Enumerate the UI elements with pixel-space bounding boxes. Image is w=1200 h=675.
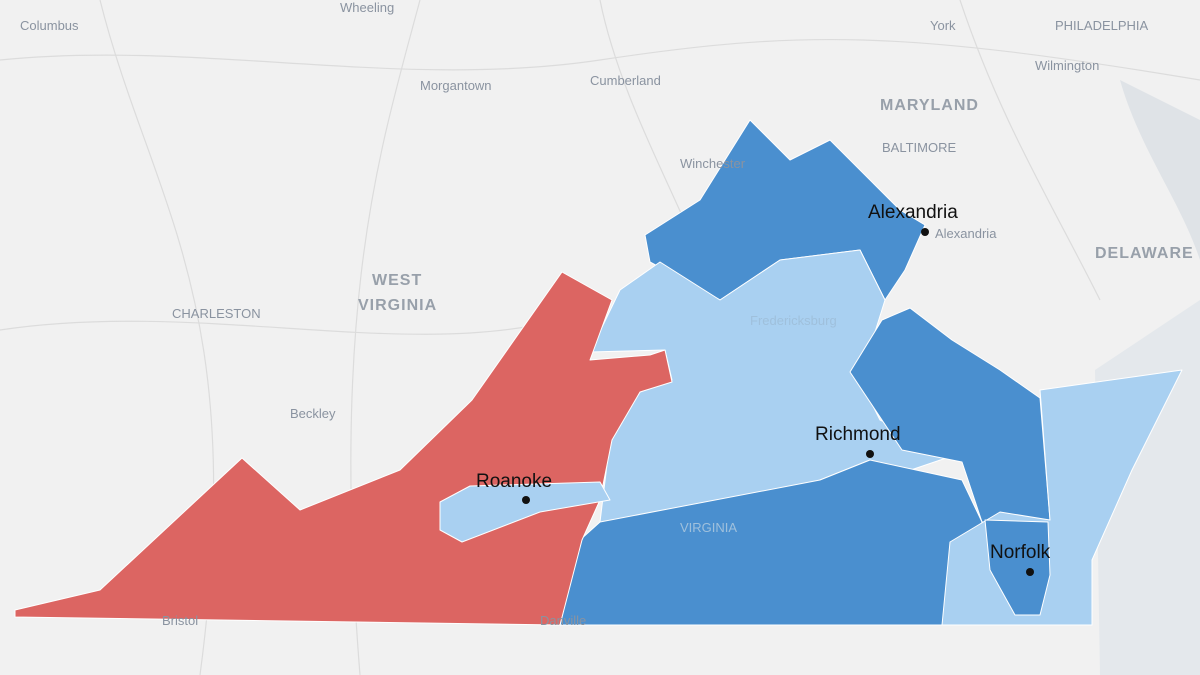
base-label: CHARLESTON [172, 306, 261, 321]
base-label: BALTIMORE [882, 140, 956, 155]
base-label: PHILADELPHIA [1055, 18, 1149, 33]
city-label: Norfolk [990, 542, 1051, 563]
base-label: Beckley [290, 406, 336, 421]
districts [14, 119, 1183, 626]
base-label: Morgantown [420, 78, 492, 93]
city-label: Roanoke [476, 471, 552, 492]
base-label: Wilmington [1035, 58, 1099, 73]
base-label: WEST [372, 272, 422, 289]
base-label: Wheeling [340, 0, 394, 15]
city-dot [1026, 568, 1034, 576]
water [1120, 80, 1200, 260]
base-label: Danville [540, 613, 586, 628]
base-label: MARYLAND [880, 97, 979, 114]
city-dot [522, 496, 530, 504]
district [14, 271, 673, 626]
city-dot [866, 450, 874, 458]
base-label: Cumberland [590, 73, 661, 88]
base-label: Columbus [20, 18, 79, 33]
city-label: Alexandria [868, 202, 958, 223]
base-label: Alexandria [935, 226, 997, 241]
base-label: Bristol [162, 613, 198, 628]
base-label: Fredericksburg [750, 313, 837, 328]
city-dot [921, 228, 929, 236]
base-label: Winchester [680, 156, 746, 171]
base-label: York [930, 18, 956, 33]
district [439, 481, 611, 543]
district [849, 307, 1051, 523]
district [984, 519, 1051, 616]
base-label: DELAWARE [1095, 245, 1194, 262]
base-label: VIRGINIA [680, 520, 737, 535]
city-label: Richmond [815, 424, 901, 445]
base-label: VIRGINIA [358, 297, 437, 314]
